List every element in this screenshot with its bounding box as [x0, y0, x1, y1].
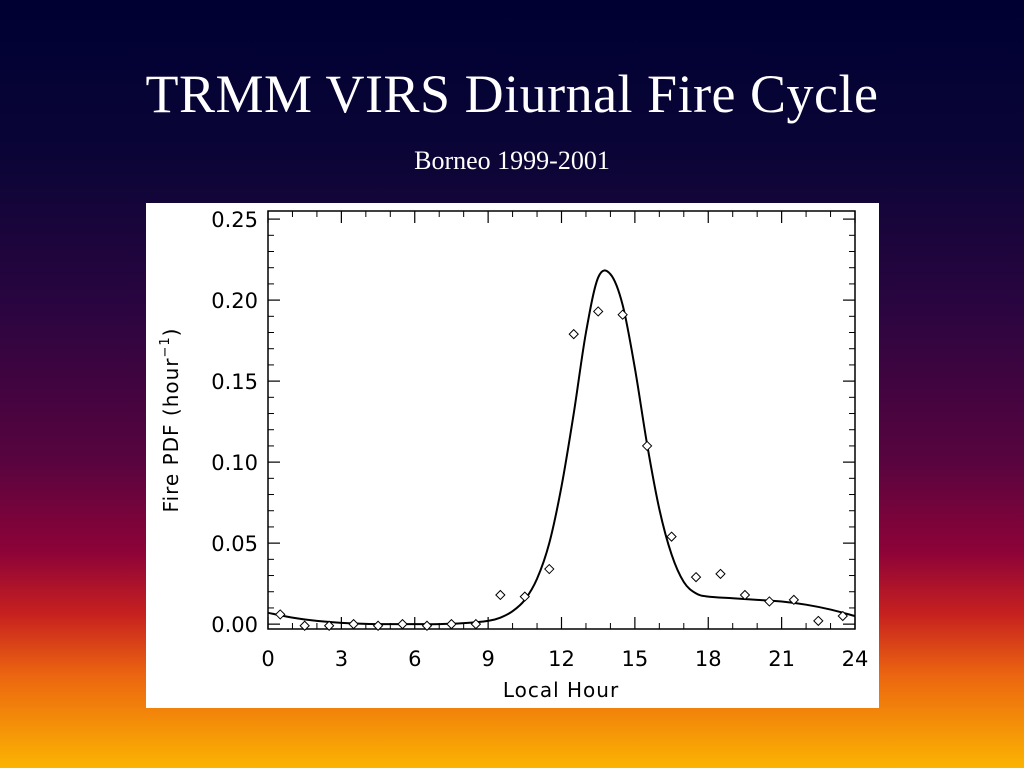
x-tick-label: 0	[261, 647, 274, 671]
data-point-diamond	[568, 328, 579, 340]
x-tick-label: 12	[548, 647, 575, 671]
data-point-diamond	[372, 620, 384, 631]
data-point-diamond	[690, 571, 702, 583]
plot-frame	[267, 210, 856, 630]
data-point-diamond	[666, 531, 677, 542]
y-tick-label: 0.10	[211, 451, 258, 475]
x-tick-label: 18	[695, 647, 722, 671]
chart-panel: 0 3 6 9 12 15 18 21 24 0.00 0.05 0.10 0.15 0.20 0.25 …	[146, 203, 879, 708]
y-axis-title-main: Fire PDF (hour	[159, 357, 183, 512]
y-axis-title-close: )	[159, 328, 183, 337]
y-axis-title-exponent: −1	[158, 336, 173, 357]
y-axis-title: Fire PDF (hour−1)	[158, 328, 183, 513]
x-tick-label: 9	[481, 647, 494, 671]
x-tick-label: 21	[768, 647, 795, 671]
axis-ticks	[267, 211, 856, 629]
slide-subtitle: Borneo 1999-2001	[414, 146, 610, 175]
data-point-diamond	[421, 620, 433, 631]
data-point-diamond	[470, 618, 482, 630]
data-point-diamond	[788, 594, 800, 606]
data-point-diamond	[397, 618, 408, 630]
data-point-diamond	[275, 609, 286, 620]
data-point-diamond	[813, 615, 824, 627]
fitted-curve	[267, 269, 856, 626]
y-tick-label: 0.15	[211, 370, 258, 394]
data-point-diamond	[446, 618, 457, 630]
data-point-diamond	[739, 589, 751, 601]
data-point-diamond	[348, 618, 359, 630]
x-tick-label: 3	[335, 647, 348, 671]
data-points	[275, 306, 848, 631]
data-point-diamond	[592, 306, 604, 317]
data-point-diamond	[299, 620, 310, 631]
data-point-diamond	[495, 589, 506, 601]
x-tick-label: 6	[408, 647, 421, 671]
data-point-diamond	[837, 610, 848, 622]
x-tick-labels: 0 3 6 9 12 15 18 21 24	[261, 647, 868, 671]
y-tick-label: 0.05	[211, 532, 258, 556]
y-tick-label: 0.20	[211, 289, 258, 313]
x-axis-title: Local Hour	[503, 678, 619, 702]
data-point-diamond	[764, 596, 775, 607]
data-point-diamond	[617, 309, 628, 320]
data-point-diamond	[323, 620, 335, 631]
data-point-diamond	[544, 563, 555, 575]
diurnal-fire-chart: 0 3 6 9 12 15 18 21 24 0.000.050.100.150.200.25 …	[158, 208, 868, 702]
y-tick-labels: 0.00 0.05 0.10 0.15 0.20 0.25	[211, 208, 258, 637]
data-point-diamond	[715, 568, 726, 580]
x-tick-label: 24	[842, 647, 869, 671]
slide-title: TRMM VIRS Diurnal Fire Cycle	[145, 64, 879, 124]
x-tick-label: 15	[622, 647, 649, 671]
data-point-diamond	[519, 591, 531, 602]
y-tick-label: 0.00	[211, 613, 258, 637]
y-tick-label: 0.25	[211, 208, 258, 232]
data-point-diamond	[641, 440, 653, 452]
